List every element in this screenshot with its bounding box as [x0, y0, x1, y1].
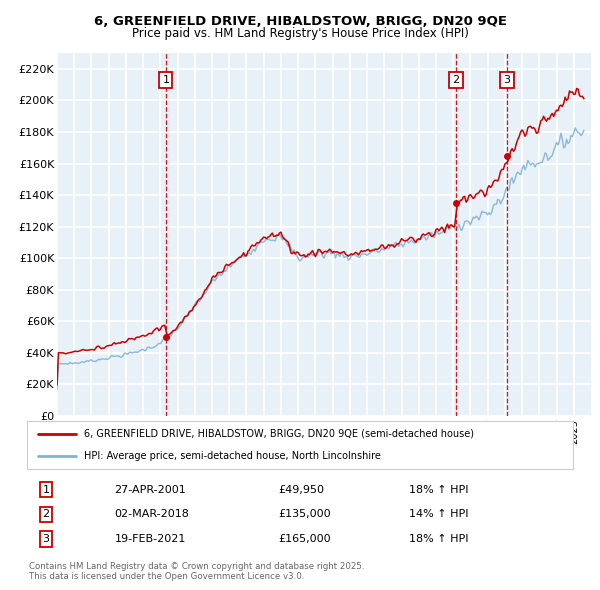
Text: 27-APR-2001: 27-APR-2001 [115, 485, 186, 494]
Text: 19-FEB-2021: 19-FEB-2021 [115, 535, 186, 544]
Text: 3: 3 [503, 75, 511, 85]
Text: 14% ↑ HPI: 14% ↑ HPI [409, 510, 469, 519]
Text: 6, GREENFIELD DRIVE, HIBALDSTOW, BRIGG, DN20 9QE: 6, GREENFIELD DRIVE, HIBALDSTOW, BRIGG, … [94, 15, 506, 28]
Text: 6, GREENFIELD DRIVE, HIBALDSTOW, BRIGG, DN20 9QE (semi-detached house): 6, GREENFIELD DRIVE, HIBALDSTOW, BRIGG, … [85, 429, 475, 439]
Text: Contains HM Land Registry data © Crown copyright and database right 2025.
This d: Contains HM Land Registry data © Crown c… [29, 562, 364, 581]
Text: 18% ↑ HPI: 18% ↑ HPI [409, 535, 469, 544]
Text: 02-MAR-2018: 02-MAR-2018 [115, 510, 189, 519]
Text: HPI: Average price, semi-detached house, North Lincolnshire: HPI: Average price, semi-detached house,… [85, 451, 381, 461]
Text: 3: 3 [43, 535, 50, 544]
Text: £135,000: £135,000 [278, 510, 331, 519]
Text: 1: 1 [43, 485, 50, 494]
Text: 2: 2 [43, 510, 50, 519]
Text: £165,000: £165,000 [278, 535, 331, 544]
Text: 1: 1 [163, 75, 169, 85]
Text: £49,950: £49,950 [278, 485, 324, 494]
Text: Price paid vs. HM Land Registry's House Price Index (HPI): Price paid vs. HM Land Registry's House … [131, 27, 469, 40]
Text: 2: 2 [452, 75, 460, 85]
Text: 18% ↑ HPI: 18% ↑ HPI [409, 485, 469, 494]
